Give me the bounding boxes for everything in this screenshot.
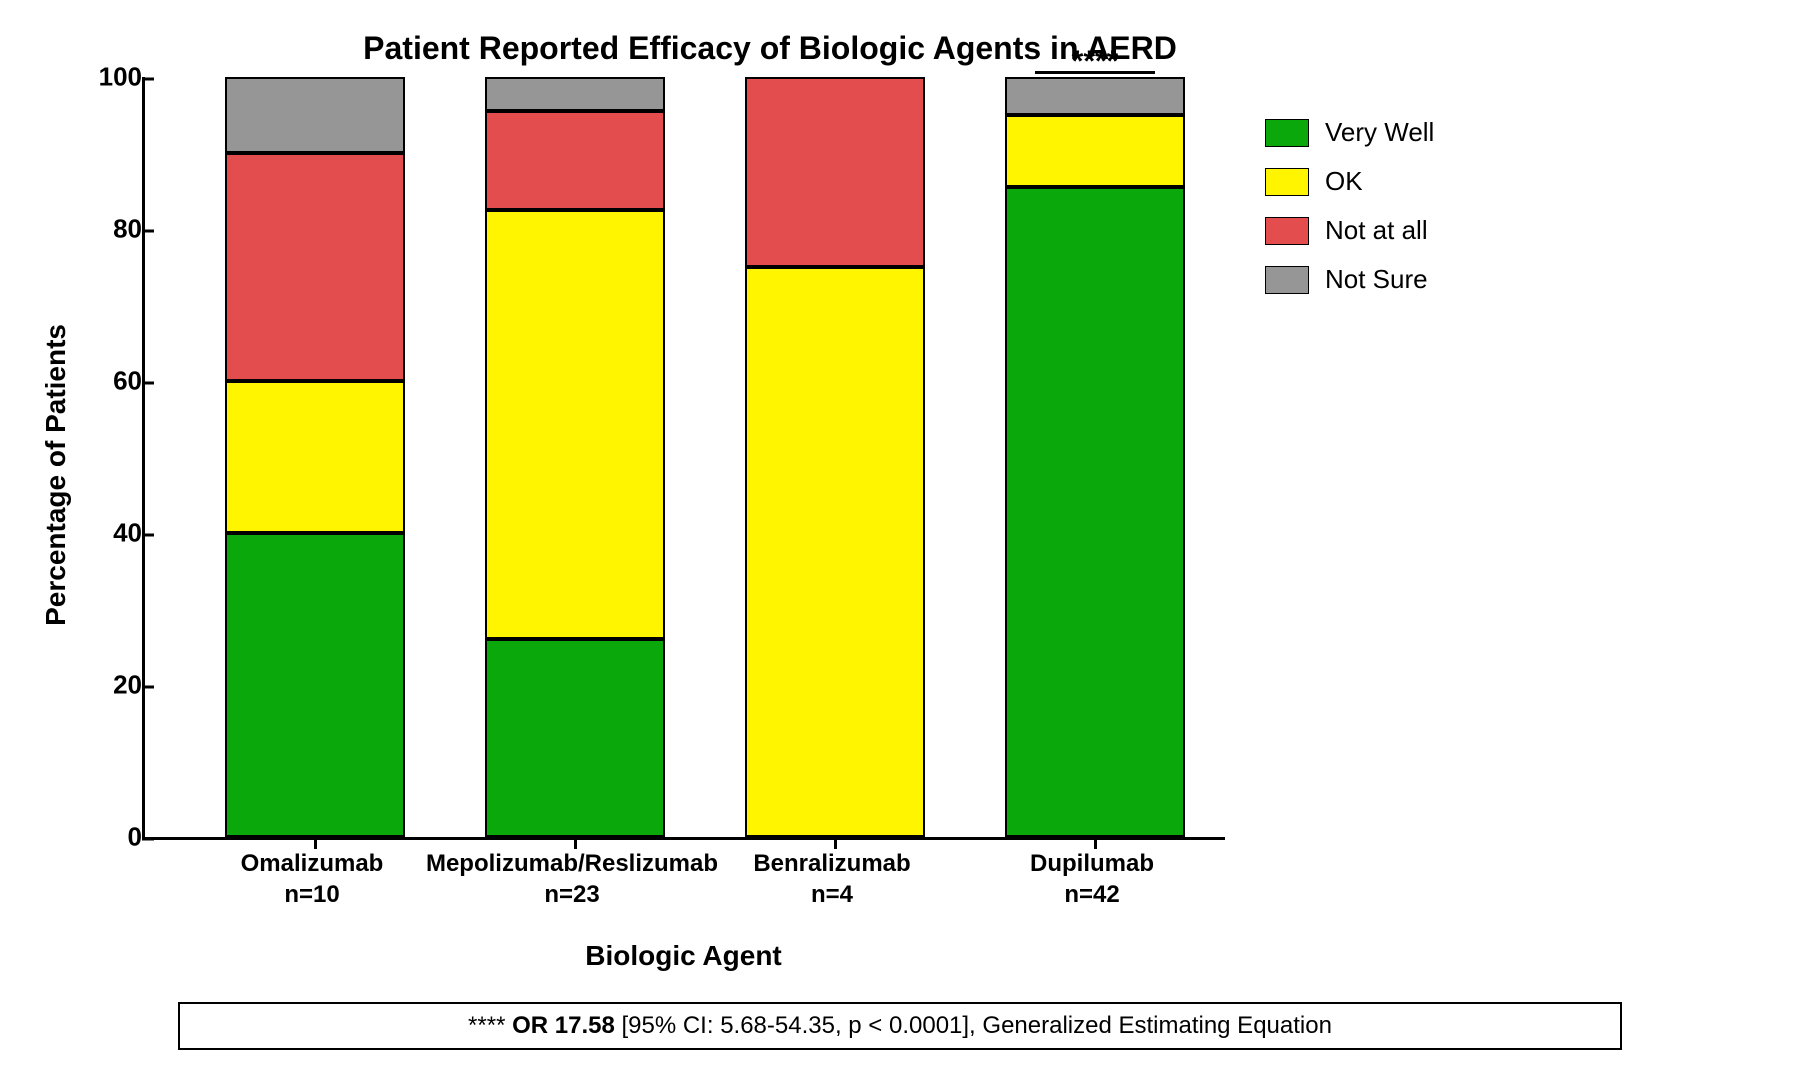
chart-container: Patient Reported Efficacy of Biologic Ag… <box>30 30 1770 1050</box>
footnote-details: [95% CI: 5.68-54.35, p < 0.0001], Genera… <box>615 1012 1332 1039</box>
y-tick-label: 20 <box>72 670 142 701</box>
legend: Very Well OK Not at all Not Sure <box>1265 77 1434 313</box>
x-label: Dupilumabn=42 <box>982 848 1202 910</box>
legend-item-not_at_all: Not at all <box>1265 215 1434 246</box>
plot-area: **** <box>142 77 1225 840</box>
bar-segment-ok <box>225 381 405 533</box>
legend-label: Very Well <box>1325 117 1434 148</box>
legend-label: Not Sure <box>1325 264 1428 295</box>
legend-swatch <box>1265 168 1309 196</box>
bar-segment-ok <box>745 267 925 837</box>
legend-swatch <box>1265 266 1309 294</box>
y-tick-label: 100 <box>72 62 142 93</box>
y-axis-label: Percentage of Patients <box>30 324 72 626</box>
legend-item-very_well: Very Well <box>1265 117 1434 148</box>
bar-mepolizumab-reslizumab <box>485 77 665 837</box>
legend-swatch <box>1265 217 1309 245</box>
legend-item-ok: OK <box>1265 166 1434 197</box>
y-tick-label: 80 <box>72 214 142 245</box>
y-tick-label: 0 <box>72 822 142 853</box>
x-axis-title: Biologic Agent <box>142 940 1225 972</box>
legend-label: OK <box>1325 166 1363 197</box>
bar-benralizumab <box>745 77 925 837</box>
bar-omalizumab <box>225 77 405 837</box>
bar-segment-not_at_all <box>485 111 665 210</box>
x-label: Mepolizumab/Reslizumabn=23 <box>422 848 722 910</box>
y-tick-label: 60 <box>72 366 142 397</box>
legend-swatch <box>1265 119 1309 147</box>
chart-plot-row: Percentage of Patients 020406080100 ****… <box>30 77 1770 972</box>
bar-segment-ok <box>485 210 665 639</box>
bar-segment-very_well <box>485 639 665 837</box>
bar-segment-not_sure <box>485 77 665 111</box>
bar-segment-not_at_all <box>225 153 405 381</box>
x-label: Omalizumabn=10 <box>202 848 422 910</box>
bar-segment-not_sure <box>225 77 405 153</box>
footnote-or: OR 17.58 <box>512 1012 615 1039</box>
y-axis: 020406080100 <box>72 77 142 837</box>
bar-segment-not_sure <box>1005 77 1185 115</box>
chart-title: Patient Reported Efficacy of Biologic Ag… <box>30 30 1770 67</box>
bar-segment-very_well <box>1005 187 1185 837</box>
bar-segment-ok <box>1005 115 1185 187</box>
legend-label: Not at all <box>1325 215 1428 246</box>
footnote-stars: **** <box>468 1012 505 1039</box>
legend-item-not_sure: Not Sure <box>1265 264 1434 295</box>
bar-segment-not_at_all <box>745 77 925 267</box>
bar-segment-very_well <box>225 533 405 837</box>
bar-dupilumab <box>1005 77 1185 837</box>
y-tick-label: 40 <box>72 518 142 549</box>
significance-marker: **** <box>1005 45 1185 79</box>
x-label: Benralizumabn=4 <box>722 848 942 910</box>
x-axis-labels: Omalizumabn=10Mepolizumab/Reslizumabn=23… <box>142 840 1222 920</box>
